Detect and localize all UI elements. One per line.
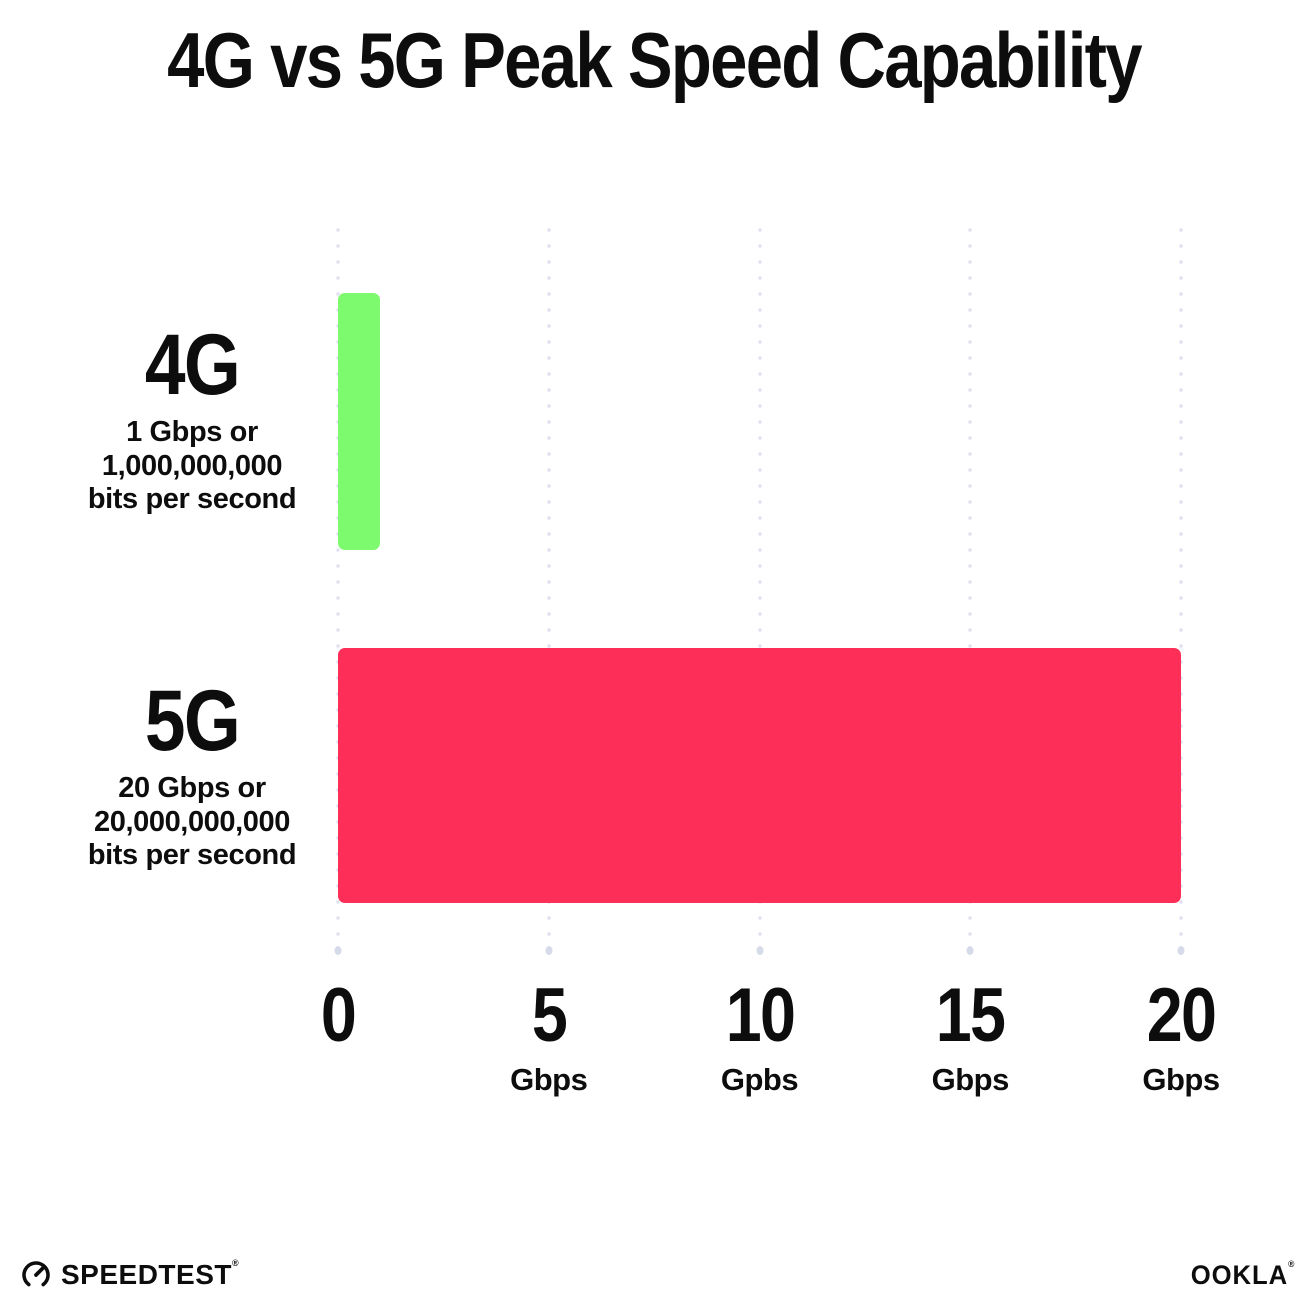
sublabel-5g-line-3: bits per second xyxy=(87,839,297,872)
speedtest-wordmark: SPEEDTEST® xyxy=(61,1258,240,1290)
gridline-0 xyxy=(336,222,340,942)
sublabel-5g-line-2: 20,000,000,000 xyxy=(94,805,290,838)
x-tick-15-unit: Gbps xyxy=(931,1062,1010,1097)
plot-area xyxy=(336,222,1183,955)
row-label-4g: 4G 1 Gbps or 1,000,000,000 bits per seco… xyxy=(62,322,322,517)
x-tick-10-unit: Gpbs xyxy=(720,1062,799,1097)
ookla-registered-mark: ® xyxy=(1287,1259,1296,1269)
gridline-10 xyxy=(757,222,762,942)
speedtest-gauge-icon xyxy=(22,1261,50,1289)
x-tick-15: 15 Gbps xyxy=(930,978,1011,1098)
speedtest-registered-mark: ® xyxy=(231,1258,240,1268)
bar-4g xyxy=(338,293,381,550)
gridline-5 xyxy=(546,222,551,942)
bar-5g xyxy=(338,648,1181,903)
row-label-5g: 5G 20 Gbps or 20,000,000,000 bits per se… xyxy=(62,678,322,873)
gridline-15 xyxy=(968,222,973,942)
x-tick-0-number: 0 xyxy=(320,973,357,1058)
category-sublabel-5g: 20 Gbps or 20,000,000,000 bits per secon… xyxy=(62,772,322,873)
speedtest-logo: SPEEDTEST® xyxy=(20,1259,239,1291)
sublabel-4g-line-2: 1,000,000,000 xyxy=(101,449,283,482)
ookla-wordmark: OOKLA xyxy=(1190,1260,1288,1290)
sublabel-4g-line-1: 1 Gbps or xyxy=(126,416,258,448)
x-tick-20-number: 20 xyxy=(1146,973,1217,1058)
sublabel-5g-line-1: 20 Gbps or xyxy=(118,772,266,804)
x-axis: 0 5 Gbps 10 Gpbs 15 Gbps 20 Gbps xyxy=(321,973,1220,1108)
category-sublabel-4g: 1 Gbps or 1,000,000,000 bits per second xyxy=(62,416,322,517)
x-tick-20-unit: Gbps xyxy=(1142,1062,1220,1097)
ookla-logo: OOKLA® xyxy=(1190,1259,1296,1290)
category-label-5g: 5G xyxy=(144,673,241,769)
gridline-20 xyxy=(1179,222,1183,942)
category-label-4g: 4G xyxy=(144,317,241,413)
x-tick-10: 10 Gpbs xyxy=(719,978,800,1098)
x-tick-20: 20 Gbps xyxy=(1141,978,1222,1098)
x-tick-15-number: 15 xyxy=(936,973,1006,1058)
sublabel-4g-line-3: bits per second xyxy=(87,483,297,516)
x-tick-0: 0 xyxy=(318,978,358,1062)
chart-title: 4G vs 5G Peak Speed Capability xyxy=(167,16,1142,104)
x-tick-10-number: 10 xyxy=(725,973,795,1058)
x-tick-5-unit: Gbps xyxy=(510,1062,588,1097)
x-tick-5: 5 Gbps xyxy=(510,973,588,1098)
x-tick-5-number: 5 xyxy=(531,973,568,1058)
